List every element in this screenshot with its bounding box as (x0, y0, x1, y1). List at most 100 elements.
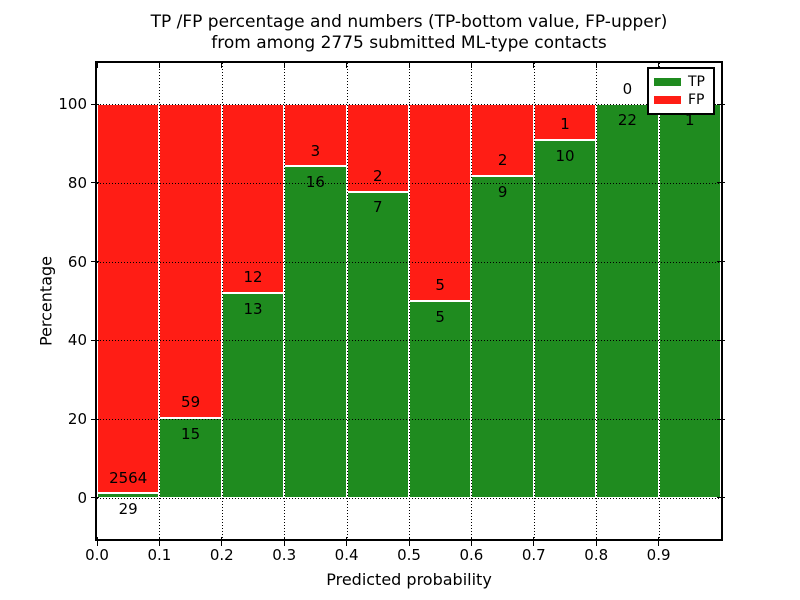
gridline-vertical (596, 63, 598, 539)
chart-title-line2: from among 2775 submitted ML-type contac… (211, 33, 607, 53)
tp-count-label: 16 (305, 173, 325, 192)
bar-segment-tp (658, 104, 721, 498)
legend-swatch-fp (654, 96, 681, 104)
bar-segment-tp (533, 140, 597, 498)
tp-count-label: 9 (497, 182, 508, 201)
y-tick-label: 100 (58, 95, 87, 114)
y-tick-left (91, 418, 99, 420)
gridline-vertical (533, 63, 535, 539)
tp-count-label: 15 (181, 424, 201, 443)
chart-title: TP /FP percentage and numbers (TP-bottom… (9, 12, 800, 54)
bar-segment-tp (97, 493, 160, 498)
x-tick-top (595, 61, 597, 68)
gridline-vertical (346, 63, 348, 539)
x-tick-label: 0.4 (334, 546, 359, 564)
y-tick-right (717, 103, 725, 105)
bar-segment-fp (97, 104, 160, 494)
x-tick-bottom (470, 537, 472, 546)
bar-segment-tp (471, 175, 534, 498)
x-tick-top (533, 61, 535, 68)
x-axis-label: Predicted probability (326, 570, 492, 589)
x-tick-label: 0.5 (397, 546, 421, 564)
bar-segment-fp (346, 104, 409, 192)
y-tick-label: 80 (67, 173, 87, 192)
fp-count-label: 59 (181, 393, 201, 412)
bar-segment-fp (284, 104, 347, 167)
fp-count-label: 2 (497, 151, 508, 170)
legend-label-fp: FP (688, 92, 705, 108)
gridline-vertical (658, 63, 660, 539)
legend-label-tp: TP (688, 74, 705, 90)
fp-count-label: 2 (373, 166, 383, 185)
x-tick-bottom (346, 537, 348, 546)
gridline-vertical (284, 63, 286, 539)
bar-segment-tp (596, 104, 659, 498)
x-tick-bottom (408, 537, 410, 546)
fp-count-label: 3 (310, 141, 321, 160)
y-tick-label: 0 (77, 488, 87, 507)
gridline-vertical (409, 63, 410, 539)
legend: TP FP (647, 67, 715, 115)
y-axis-label: Percentage (36, 255, 56, 347)
x-tick-label: 0.9 (646, 546, 671, 564)
y-tick-left (91, 261, 99, 263)
bar-segment-fp (471, 104, 534, 176)
x-tick-bottom (283, 537, 285, 546)
x-tick-bottom (533, 537, 535, 546)
x-tick-bottom (221, 537, 223, 546)
y-tick-label: 40 (67, 331, 87, 350)
y-tick-right (717, 182, 725, 184)
y-tick-label: 60 (67, 252, 87, 271)
tp-count-label: 1 (685, 111, 695, 130)
y-tick-left (91, 497, 99, 499)
x-tick-label: 0.8 (584, 546, 609, 564)
x-tick-top (221, 61, 223, 68)
fp-count-label: 0 (622, 79, 633, 98)
x-tick-top (658, 61, 660, 68)
x-tick-top (96, 61, 98, 68)
tp-count-label: 29 (118, 500, 138, 519)
y-tick-right (717, 339, 725, 341)
y-tick-left (91, 339, 99, 341)
x-tick-bottom (595, 537, 597, 546)
y-tick-right (717, 261, 725, 263)
bar-segment-fp (159, 104, 222, 418)
x-tick-top (158, 61, 160, 68)
bar-segment-tp (409, 301, 472, 498)
tp-count-label: 5 (435, 307, 445, 326)
x-tick-top (346, 61, 348, 68)
x-tick-label: 0.0 (85, 546, 109, 564)
gridline-vertical (159, 63, 161, 539)
tp-count-label: 13 (243, 299, 263, 318)
legend-swatch-tp (654, 78, 681, 86)
fp-count-label: 5 (435, 276, 445, 295)
x-tick-label: 0.7 (521, 546, 546, 564)
x-tick-bottom (96, 537, 98, 546)
x-tick-top (408, 61, 410, 68)
bar-segment-tp (159, 417, 222, 498)
tp-count-label: 10 (555, 146, 575, 165)
plot-area: 29 2564 15 59 13 12 16 3 7 2 5 5 9 2 10 1 22 0 1 (95, 61, 723, 541)
bar-segment-tp (284, 166, 347, 498)
fp-count-label: 1 (560, 115, 570, 134)
fp-count-label: 12 (243, 268, 263, 287)
tp-count-label: 7 (373, 198, 383, 217)
y-tick-left (91, 103, 99, 105)
tp-count-label: 22 (617, 111, 637, 130)
fp-count-label: 2564 (109, 468, 148, 487)
gridline-vertical (221, 63, 223, 539)
x-tick-top (283, 61, 285, 68)
x-tick-label: 0.3 (272, 546, 297, 564)
y-tick-left (91, 182, 99, 184)
x-tick-bottom (658, 537, 660, 546)
bar-segment-fp (533, 104, 597, 141)
gridline-vertical (471, 63, 473, 539)
legend-row: FP (654, 93, 708, 107)
x-tick-label: 0.2 (209, 546, 234, 564)
y-tick-right (717, 418, 725, 420)
x-tick-label: 0.1 (147, 546, 172, 564)
bar-segment-tp (346, 191, 409, 498)
bar-segment-tp (221, 293, 285, 498)
y-tick-right (717, 497, 725, 499)
